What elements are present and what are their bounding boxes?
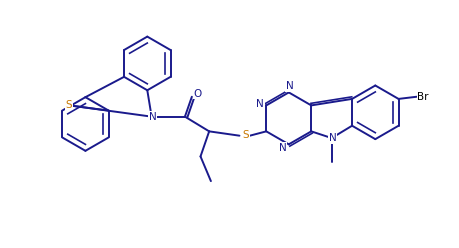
- Text: N: N: [149, 112, 157, 122]
- Text: O: O: [194, 89, 202, 99]
- Text: N: N: [329, 133, 336, 143]
- Text: S: S: [65, 99, 72, 110]
- Text: N: N: [279, 143, 286, 153]
- Text: N: N: [257, 99, 264, 109]
- Text: N: N: [286, 81, 293, 91]
- Text: S: S: [242, 130, 249, 140]
- Text: Br: Br: [417, 92, 429, 102]
